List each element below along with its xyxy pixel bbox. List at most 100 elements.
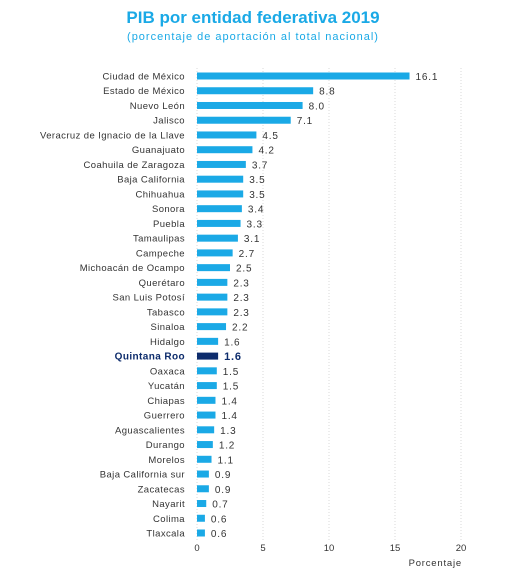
category-label: Hidalgo (150, 337, 185, 348)
category-label: Sonora (152, 204, 185, 215)
data-label: 2.3 (233, 308, 249, 319)
data-label: 1.3 (220, 426, 236, 437)
bar (197, 470, 209, 478)
data-label: 0.9 (215, 485, 231, 496)
data-label: 2.7 (239, 249, 255, 260)
data-label: 1.2 (219, 441, 235, 452)
data-label: 3.5 (249, 190, 265, 201)
bar (197, 323, 227, 331)
bar (197, 175, 244, 183)
bar (197, 426, 215, 434)
category-label: Tlaxcala (146, 529, 185, 540)
x-tick-label: 5 (260, 543, 265, 554)
data-label: 3.4 (248, 205, 264, 216)
bar (197, 146, 253, 154)
category-label: Campeche (136, 248, 185, 259)
bar (197, 500, 207, 508)
category-label: Baja California sur (100, 470, 185, 481)
data-label: 7.1 (297, 116, 313, 127)
category-label: Puebla (153, 219, 185, 230)
bar (197, 72, 410, 80)
bar (197, 396, 216, 404)
category-label: Baja California (117, 175, 185, 186)
bar (197, 529, 205, 537)
category-label: Aguascalientes (115, 425, 185, 436)
bar (197, 87, 314, 95)
data-label: 1.5 (223, 382, 239, 393)
bars (197, 72, 410, 537)
bar (197, 455, 212, 463)
bar (197, 219, 241, 227)
data-label: 8.8 (319, 87, 335, 98)
category-label: Ciudad de México (103, 72, 185, 83)
category-label: Coahuila de Zaragoza (84, 160, 186, 171)
data-label: 2.3 (233, 293, 249, 304)
bar (197, 249, 233, 257)
category-label: Guanajuato (132, 145, 185, 156)
data-label: 8.0 (309, 101, 325, 112)
category-label: San Luis Potosí (112, 293, 185, 304)
data-label: 0.9 (215, 470, 231, 481)
category-label: Chihuahua (135, 189, 185, 200)
category-label: Colima (153, 514, 185, 525)
data-label: 3.7 (252, 160, 268, 171)
category-label: Sinaloa (151, 322, 186, 333)
bar (197, 367, 217, 375)
x-axis-ticks: 0 5 10 15 20 (194, 543, 466, 554)
data-label: 3.3 (247, 219, 263, 230)
x-tick-label: 10 (324, 543, 335, 554)
data-label: 2.5 (236, 264, 252, 275)
bar (197, 101, 303, 109)
bar (197, 278, 228, 286)
bar (197, 234, 238, 242)
data-label: 3.5 (249, 175, 265, 186)
category-label: Yucatán (148, 381, 185, 392)
category-label: Querétaro (139, 278, 185, 289)
data-label: 1.5 (223, 367, 239, 378)
category-label: Morelos (148, 455, 185, 466)
data-label: 1.4 (221, 396, 237, 407)
category-label: Oaxaca (150, 366, 185, 377)
data-label: 0.6 (211, 514, 227, 525)
x-tick-label: 15 (390, 543, 401, 554)
category-label: Veracruz de Ignacio de la Llave (40, 130, 185, 141)
category-label: Michoacán de Ocampo (80, 263, 185, 274)
category-label: Chiapas (147, 396, 185, 407)
x-tick-label: 0 (194, 543, 199, 554)
category-label: Tamaulipas (133, 234, 185, 245)
category-label: Guerrero (144, 411, 185, 422)
category-label: Estado de México (103, 86, 185, 97)
bar (197, 160, 246, 168)
bar (197, 205, 242, 213)
value-labels: 16.1 8.8 8.0 7.1 4.5 4.2 3.7 3.5 3.5 3.4 3.3 3.1 2.7… (211, 72, 439, 540)
bar (197, 116, 291, 124)
bar (197, 441, 213, 449)
bar (197, 411, 216, 419)
bar (197, 308, 228, 316)
category-label: Tabasco (147, 307, 185, 318)
x-tick-label: 20 (456, 543, 467, 554)
bar (197, 337, 219, 345)
category-label: Jalisco (153, 116, 185, 127)
category-label: Durango (146, 440, 185, 451)
category-label: Zacatecas (138, 484, 185, 495)
data-label: 1.1 (218, 455, 234, 466)
bar (197, 352, 219, 360)
data-label: 4.2 (258, 146, 274, 157)
data-label: 2.2 (232, 323, 248, 334)
data-label: 3.1 (244, 234, 260, 245)
bar (197, 514, 205, 522)
data-label: 16.1 (416, 72, 439, 83)
bar (197, 131, 257, 139)
category-label: Nuevo León (130, 101, 185, 112)
data-label: 1.6 (224, 337, 240, 348)
bar (197, 293, 228, 301)
chart-title: PIB por entidad federativa 2019 (126, 8, 380, 27)
data-label: 4.5 (262, 131, 278, 142)
chart-subtitle: (porcentaje de aportación al total nacio… (127, 31, 379, 43)
category-labels: Ciudad de México Estado de México Nuevo Le… (40, 72, 185, 540)
category-label: Nayarit (152, 499, 185, 510)
bar (197, 485, 209, 493)
data-label: 2.3 (233, 278, 249, 289)
